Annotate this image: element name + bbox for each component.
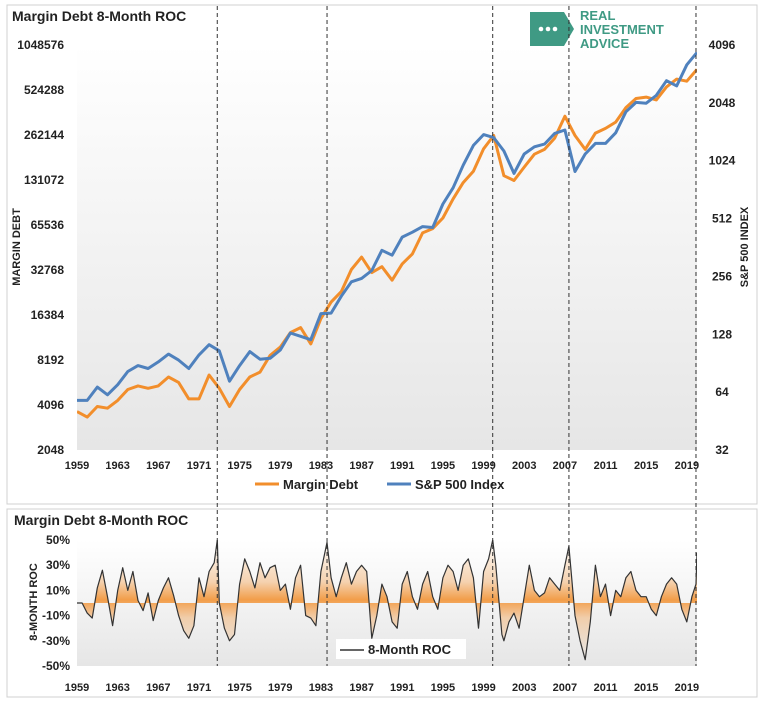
legend-label-margin-debt: Margin Debt xyxy=(283,477,359,492)
right-tick-label-0: 32 xyxy=(715,443,729,457)
bottom-y-tick-label-5: -50% xyxy=(42,659,70,673)
left-tick-label-9: 1048576 xyxy=(17,38,64,52)
bottom-x-tick-label-11: 2003 xyxy=(512,682,536,694)
top-x-tick-label-2: 1967 xyxy=(146,460,170,472)
vertical-markers xyxy=(216,6,697,666)
top-x-tick-label-10: 1999 xyxy=(471,460,495,472)
bottom-x-tick-label-0: 1959 xyxy=(65,682,89,694)
top-left-ticks: 2048 4096 8192 16384 32768 65536 131072 262144 5… xyxy=(17,38,64,457)
top-series-group xyxy=(77,51,697,419)
bottom-legend-bg xyxy=(336,639,466,659)
top-x-tick-label-3: 1971 xyxy=(187,460,211,472)
bottom-x-tick-label-2: 1967 xyxy=(146,682,170,694)
bottom-y-ticks: 50% 30% 10% -10% -30% -50% xyxy=(42,533,70,673)
bottom-x-tick-label-14: 2015 xyxy=(634,682,658,694)
bottom-x-tick-label-12: 2007 xyxy=(553,682,577,694)
right-tick-label-7: 4096 xyxy=(709,38,736,52)
left-tick-label-5: 65536 xyxy=(31,218,65,232)
left-tick-label-8: 524288 xyxy=(24,83,64,97)
right-tick-label-6: 2048 xyxy=(709,96,736,110)
top-right-axis-label: S&P 500 INDEX xyxy=(739,206,751,287)
top-x-tick-label-14: 2015 xyxy=(634,460,658,472)
bottom-x-tick-label-13: 2011 xyxy=(594,682,618,694)
right-tick-label-1: 64 xyxy=(715,385,729,399)
top-x-tick-label-5: 1979 xyxy=(268,460,292,472)
left-tick-label-6: 131072 xyxy=(24,173,64,187)
top-x-tick-label-4: 1975 xyxy=(227,460,251,472)
bottom-y-tick-label-0: 50% xyxy=(46,533,70,547)
bottom-y-tick-label-4: -30% xyxy=(42,634,70,648)
top-x-tick-label-12: 2007 xyxy=(553,460,577,472)
top-x-tick-label-8: 1991 xyxy=(390,460,414,472)
bottom-y-tick-label-1: 30% xyxy=(46,558,70,572)
roc-fill-group xyxy=(77,540,697,660)
left-tick-label-3: 16384 xyxy=(31,308,65,322)
top-x-tick-label-13: 2011 xyxy=(594,460,618,472)
bottom-x-tick-label-6: 1983 xyxy=(309,682,333,694)
top-right-ticks: 32 64 128 256 512 1024 2048 4096 xyxy=(709,38,736,457)
left-tick-label-4: 32768 xyxy=(31,263,65,277)
bottom-legend: 8-Month ROC xyxy=(336,639,466,659)
right-tick-label-3: 256 xyxy=(712,269,732,283)
top-plot-area xyxy=(77,45,697,450)
series-line-sp500 xyxy=(77,51,697,402)
bottom-x-tick-label-7: 1987 xyxy=(349,682,373,694)
bottom-x-tick-label-5: 1979 xyxy=(268,682,292,694)
top-x-tick-label-7: 1987 xyxy=(349,460,373,472)
bottom-x-tick-label-3: 1971 xyxy=(187,682,211,694)
top-x-tick-label-9: 1995 xyxy=(431,460,455,472)
roc-series-group xyxy=(77,540,697,661)
roc-area-fill xyxy=(77,540,697,660)
top-left-axis-label: MARGIN DEBT xyxy=(11,208,23,286)
roc-series-line xyxy=(77,540,697,661)
logo-badge-icon xyxy=(530,12,574,46)
top-x-tick-label-6: 1983 xyxy=(309,460,333,472)
series-line-margin-debt xyxy=(77,68,697,419)
brand-line-3: ADVICE xyxy=(580,36,629,51)
right-tick-label-2: 128 xyxy=(712,327,732,341)
bottom-x-tick-label-9: 1995 xyxy=(431,682,455,694)
bottom-axis-label: 8-MONTH ROC xyxy=(28,563,40,641)
top-x-tick-label-15: 2019 xyxy=(675,460,699,472)
bottom-y-tick-label-3: -10% xyxy=(42,609,70,623)
top-x-tick-label-0: 1959 xyxy=(65,460,89,472)
left-tick-label-0: 2048 xyxy=(37,443,64,457)
legend-label-roc: 8-Month ROC xyxy=(368,642,452,657)
brand-line-1: REAL xyxy=(580,8,615,23)
bottom-x-tick-label-8: 1991 xyxy=(390,682,414,694)
top-x-tick-label-11: 2003 xyxy=(512,460,536,472)
legend-label-sp500: S&P 500 Index xyxy=(415,477,505,492)
bottom-x-ticks: 1959 1963 1967 1971 1975 1979 1983 1987 1991 1995… xyxy=(65,682,699,694)
brand-logo: REAL INVESTMENT ADVICE xyxy=(530,8,664,51)
bottom-x-tick-label-4: 1975 xyxy=(227,682,251,694)
right-tick-label-5: 1024 xyxy=(709,154,736,168)
top-chart-title: Margin Debt 8-Month ROC xyxy=(12,8,186,24)
left-tick-label-2: 8192 xyxy=(37,353,64,367)
bottom-x-tick-label-10: 1999 xyxy=(471,682,495,694)
top-legend: Margin Debt S&P 500 Index xyxy=(255,477,505,492)
bottom-y-tick-label-2: 10% xyxy=(46,583,70,597)
left-tick-label-7: 262144 xyxy=(24,128,64,142)
bottom-chart-title: Margin Debt 8-Month ROC xyxy=(14,512,188,528)
brand-line-2: INVESTMENT xyxy=(580,22,664,37)
left-tick-label-1: 4096 xyxy=(37,398,64,412)
top-x-tick-label-1: 1963 xyxy=(105,460,129,472)
right-tick-label-4: 512 xyxy=(712,212,732,226)
bottom-x-tick-label-1: 1963 xyxy=(105,682,129,694)
bottom-x-tick-label-15: 2019 xyxy=(675,682,699,694)
